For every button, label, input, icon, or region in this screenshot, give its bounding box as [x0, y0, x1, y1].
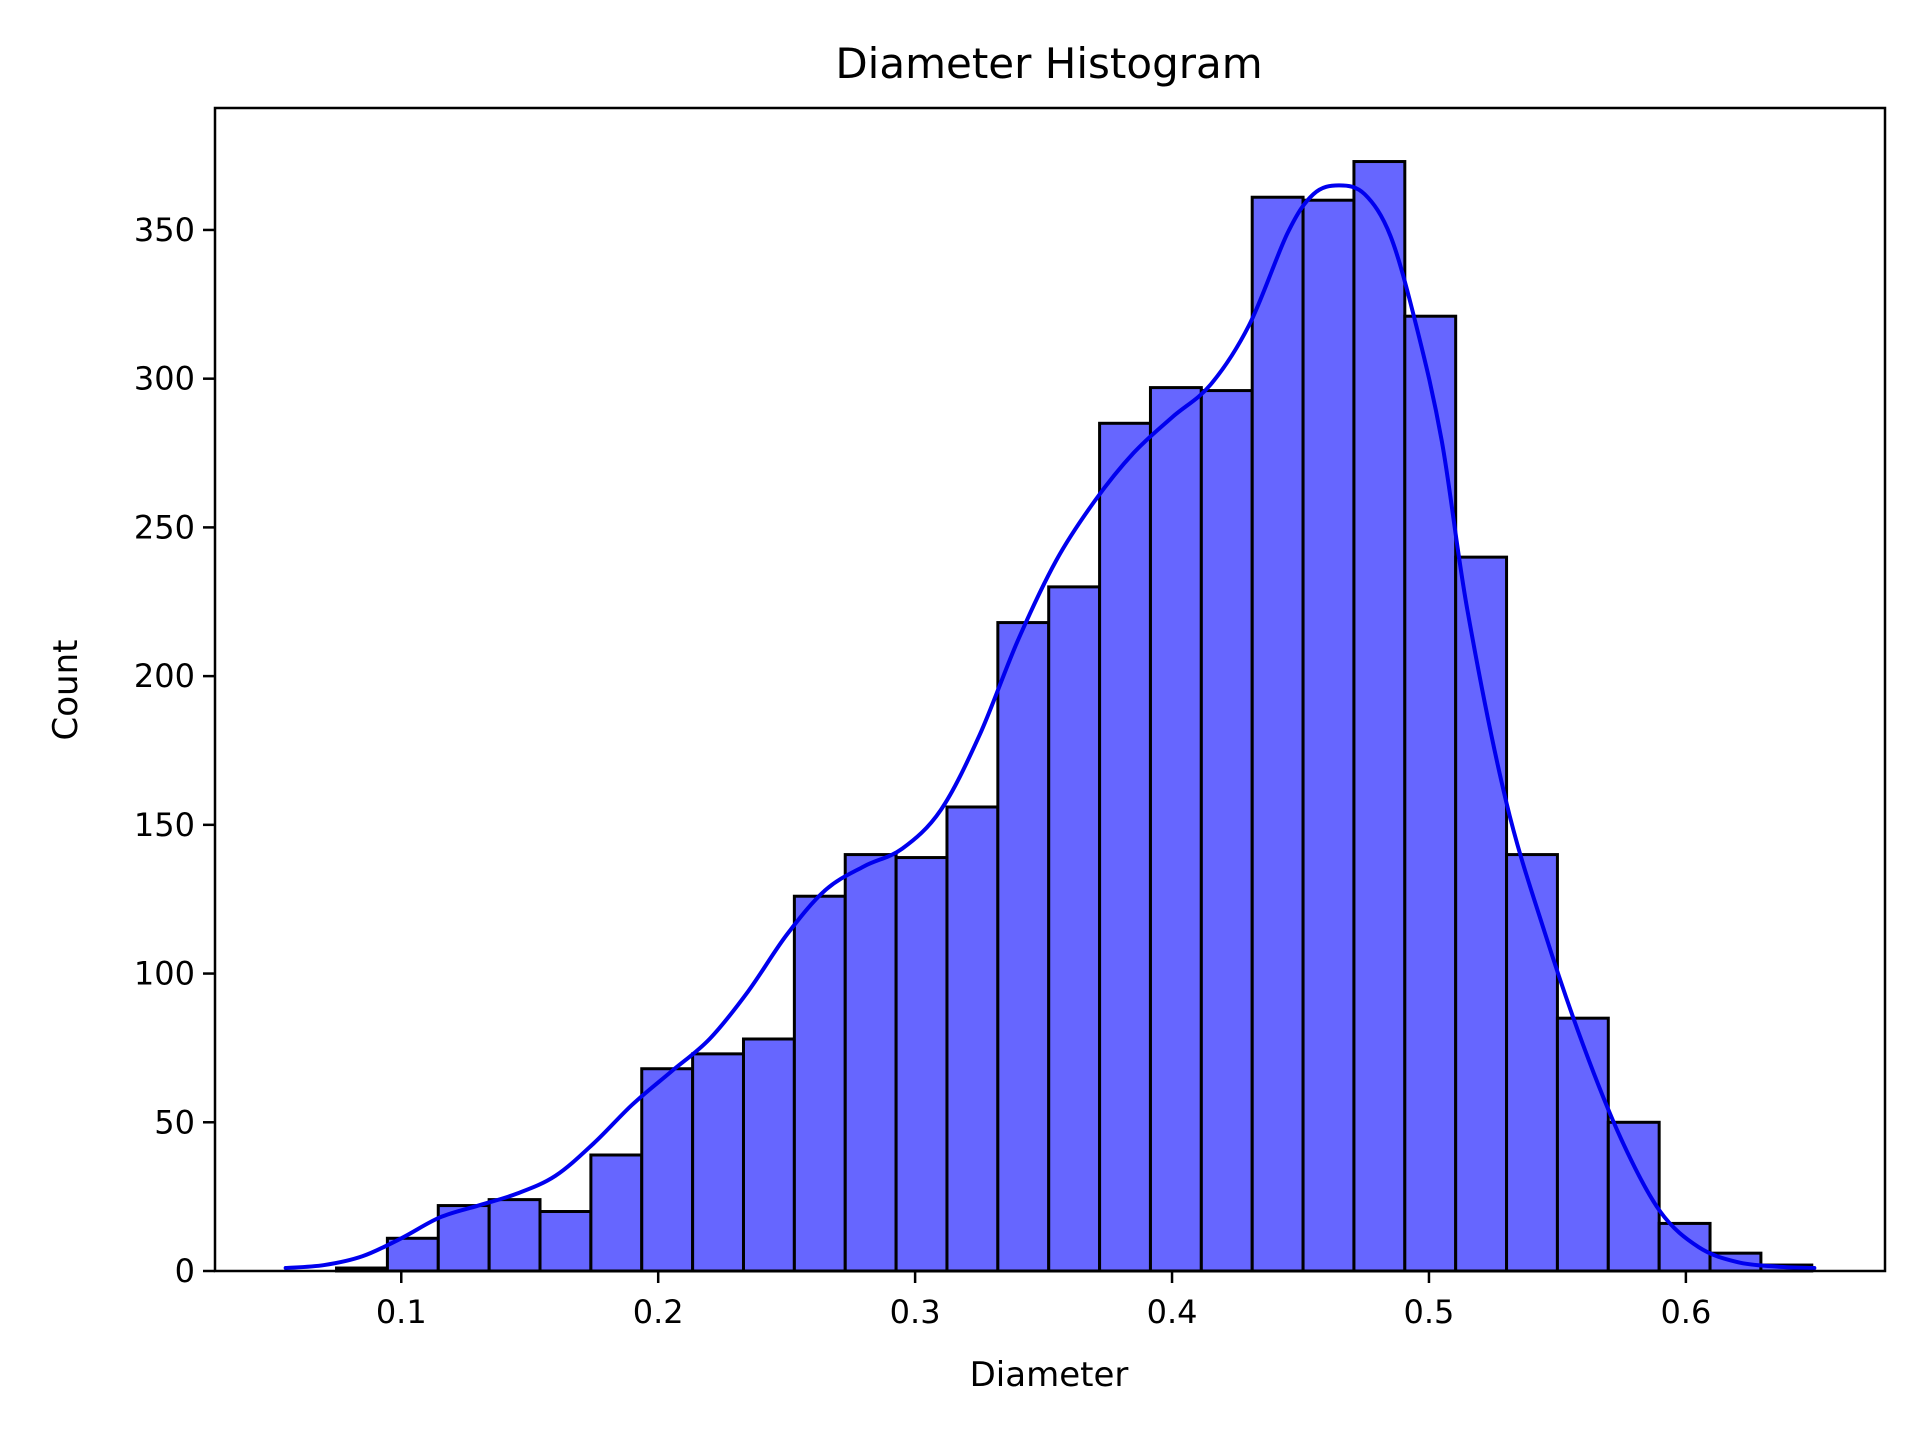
- y-tick-label: 150: [134, 806, 195, 844]
- y-tick-label: 200: [134, 657, 195, 695]
- histogram-bar: [1505, 853, 1559, 1273]
- y-tick-label: 0: [175, 1252, 195, 1290]
- histogram-bar: [487, 1198, 542, 1273]
- x-tick-label: 0.5: [1404, 1293, 1455, 1331]
- y-tick-label: 300: [134, 360, 195, 398]
- histogram-bar: [792, 894, 847, 1273]
- x-tick-label: 0.3: [890, 1293, 941, 1331]
- y-tick-label: 100: [134, 955, 195, 993]
- y-axis-ticks: 0 50 100 150 200 250 300 350: [134, 211, 215, 1290]
- histogram-bar: [1352, 160, 1407, 1273]
- y-axis-label: Count: [46, 640, 86, 741]
- x-tick-label: 0.2: [633, 1293, 684, 1331]
- histogram-bar: [1199, 389, 1254, 1273]
- x-axis-ticks: 0.1 0.2 0.3 0.4 0.5 0.6: [376, 1271, 1711, 1331]
- kde-curve: [283, 183, 1817, 1271]
- histogram-bar: [589, 1153, 644, 1273]
- histogram-bar: [1454, 555, 1509, 1273]
- histogram-bar: [1098, 421, 1152, 1273]
- histogram-bar: [843, 853, 898, 1273]
- histogram-bar: [1657, 1221, 1712, 1273]
- histogram-bar: [538, 1210, 593, 1273]
- histogram-bar: [1250, 195, 1305, 1273]
- bars-group: [335, 160, 1814, 1273]
- x-tick-label: 0.4: [1147, 1293, 1198, 1331]
- histogram-bar: [1301, 198, 1356, 1273]
- chart-title: Diameter Histogram: [835, 39, 1262, 88]
- x-axis-label: Diameter: [970, 1355, 1129, 1395]
- histogram-bar: [1403, 314, 1458, 1273]
- y-tick-label: 350: [134, 211, 195, 249]
- histogram-bar: [1148, 386, 1203, 1273]
- histogram-bar: [1047, 585, 1102, 1273]
- y-tick-label: 250: [134, 508, 195, 546]
- histogram-bar: [996, 621, 1051, 1273]
- plot-frame: [213, 106, 1887, 1273]
- histogram-bar: [640, 1067, 695, 1273]
- x-tick-label: 0.1: [376, 1293, 427, 1331]
- histogram-bar: [691, 1052, 745, 1273]
- histogram-bar: [741, 1037, 796, 1273]
- histogram-bar: [894, 856, 949, 1273]
- y-tick-label: 50: [154, 1103, 195, 1141]
- histogram-bar: [945, 805, 1000, 1273]
- histogram-bar: [1555, 1016, 1610, 1273]
- x-tick-label: 0.6: [1660, 1293, 1711, 1331]
